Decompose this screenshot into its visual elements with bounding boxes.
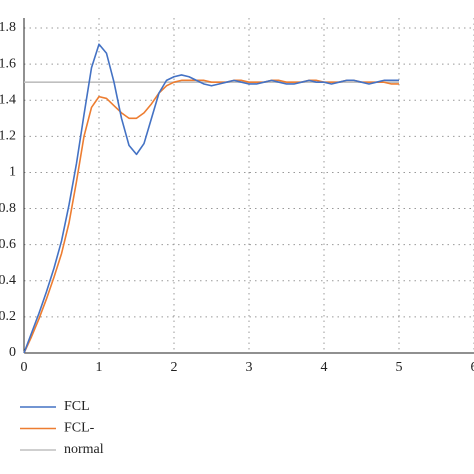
- y-tick-label: 0.6: [0, 237, 16, 252]
- y-tick-label: 0.2: [0, 309, 16, 324]
- y-tick-label: 1.2: [0, 129, 16, 144]
- x-tick-label: 2: [171, 360, 178, 375]
- x-tick-label: 3: [246, 360, 253, 375]
- x-tick-label: 5: [396, 360, 403, 375]
- series-line: [23, 79, 399, 354]
- y-tick-label: 0: [9, 345, 16, 360]
- y-tick-label: 1: [9, 165, 16, 180]
- y-tick-label: 0.8: [0, 201, 16, 216]
- series-line: [23, 43, 399, 354]
- legend-label: normal: [64, 442, 104, 457]
- y-tick-label: 1.4: [0, 92, 16, 107]
- x-tick-label: 4: [321, 360, 328, 375]
- x-tick-label: 1: [96, 360, 103, 375]
- y-tick-label: 1.6: [0, 56, 16, 71]
- y-tick-label: 1.8: [0, 20, 16, 35]
- x-tick-label: 6: [471, 360, 474, 375]
- legend-label: FCL: [64, 399, 90, 414]
- legend-label: FCL-: [64, 421, 95, 436]
- y-tick-label: 0.4: [0, 273, 16, 288]
- x-tick-label: 0: [21, 360, 28, 375]
